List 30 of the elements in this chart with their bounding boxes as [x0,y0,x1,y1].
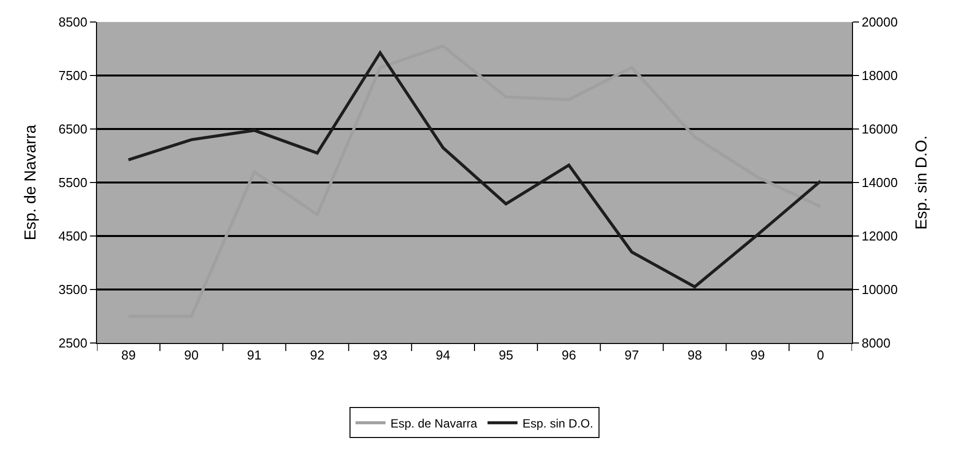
y-tick-label: 7500 [58,68,88,84]
x-tick-label: 92 [310,348,324,363]
x-tick-label: 93 [372,348,388,363]
x-tick-label: 90 [184,348,199,363]
y2-tick-label: 14000 [862,175,898,190]
x-tick-label: 95 [498,348,514,363]
x-tick-label: 91 [247,348,262,363]
x-tick-label: 96 [562,348,576,363]
y-tick-label: 6500 [58,122,88,137]
y-tick-label: 8500 [58,14,88,30]
legend-label: Esp. de Navarra [390,416,478,430]
x-tick-label: 99 [750,348,765,363]
y2-tick-label: 20000 [862,14,898,30]
y-axis-title: Esp. de Navarra [22,124,40,240]
y-tick-label: 5500 [58,175,88,190]
x-tick-label: 89 [121,348,136,363]
y2-tick-label: 18000 [862,68,898,84]
legend-label: Esp. sin D.O. [522,416,594,430]
y-tick-label: 4500 [58,228,88,244]
y2-tick-label: 16000 [862,122,898,137]
y2-axis-title: Esp. sin D.O. [913,135,930,230]
y-tick-label: 2500 [58,336,88,351]
x-tick-label: 98 [687,348,702,363]
y-tick-label: 3500 [58,282,88,298]
y2-tick-label: 12000 [862,228,898,244]
x-tick-label: 97 [624,348,640,363]
x-tick-label: 0 [816,348,824,363]
y2-tick-label: 8000 [862,336,891,351]
y2-tick-label: 10000 [862,282,898,298]
x-tick-label: 94 [436,348,450,363]
